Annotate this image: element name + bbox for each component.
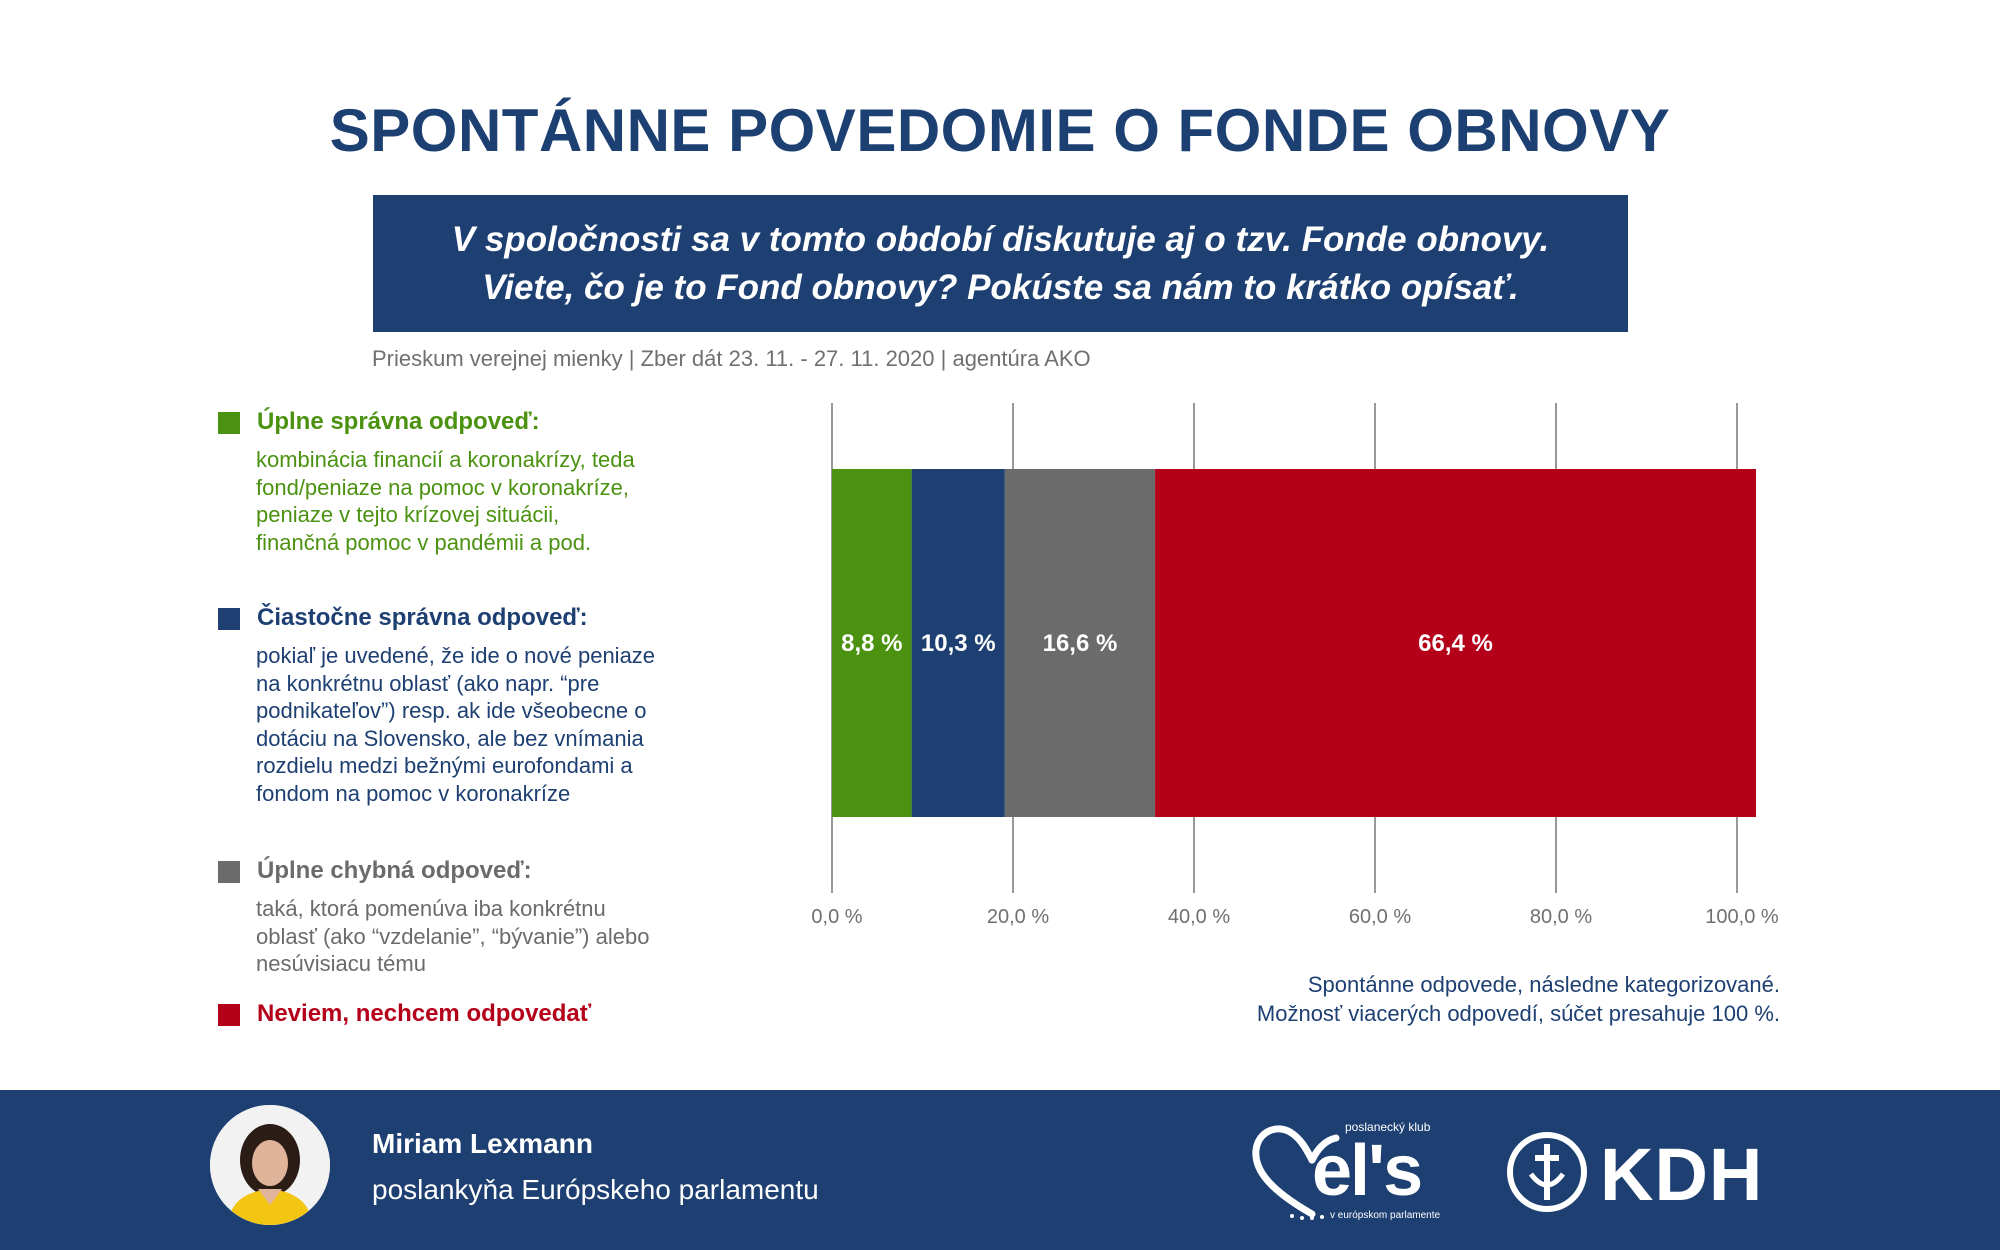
bar-label-1: 10,3 % bbox=[921, 630, 996, 657]
x-tick-label-0: 0,0 % bbox=[811, 906, 862, 928]
note-line-1: Spontánne odpovede, následne kategorizov… bbox=[1307, 972, 1780, 997]
legend-swatch-blue bbox=[218, 608, 240, 630]
legend-title-dontknow: Neviem, nechcem odpovedať bbox=[257, 1000, 592, 1027]
footer-bar: Miriam Lexmann poslankyňa Európskeho par… bbox=[0, 1090, 2000, 1250]
x-tick-label-2: 40,0 % bbox=[1168, 906, 1230, 928]
question-line-2: Viete, čo je to Fond obnovy? Pokúste sa … bbox=[482, 267, 1519, 307]
legend-swatch-gray bbox=[218, 861, 240, 883]
els-parliament-label: v európskom parlamente bbox=[1330, 1210, 1441, 1221]
survey-source: Prieskum verejnej mienky | Zber dát 23. … bbox=[372, 346, 1091, 371]
bar-segment-1 bbox=[911, 469, 1005, 817]
bar-segment-0 bbox=[832, 469, 912, 817]
x-tick-label-3: 60,0 % bbox=[1349, 906, 1411, 928]
person-role: poslankyňa Európskeho parlamentu bbox=[372, 1174, 819, 1205]
els-logo: poslanecký klub el's v európskom parlame… bbox=[1250, 1112, 1450, 1227]
legend-desc-partial: pokiaľ je uvedené, že ide o nové peniaze… bbox=[256, 643, 656, 806]
note-line-2: Možnosť viacerých odpovedí, súčet presah… bbox=[1256, 1001, 1780, 1026]
avatar bbox=[210, 1105, 330, 1225]
question-box: V spoločnosti sa v tomto období diskutuj… bbox=[373, 195, 1628, 332]
bar-label-3: 66,4 % bbox=[1418, 630, 1493, 657]
legend-title-partial: Čiastočne správna odpoveď: bbox=[257, 604, 588, 631]
legend-desc-correct: kombinácia financií a koronakrízy, teda … bbox=[256, 447, 635, 555]
question-line-1: V spoločnosti sa v tomto období diskutuj… bbox=[451, 219, 1550, 259]
heart-icon bbox=[1252, 1125, 1340, 1220]
x-tick-label-4: 80,0 % bbox=[1530, 906, 1592, 928]
stacked-bar-chart: 8,8 % 10,3 % 16,6 % 66,4 % 0,0 % 20,0 % 40,0 %… bbox=[811, 403, 1779, 928]
legend-title-wrong: Úplne chybná odpoveď: bbox=[257, 857, 532, 884]
bar-segment-3 bbox=[1155, 469, 1757, 817]
kdh-logo: KDH bbox=[1505, 1132, 1775, 1216]
bar-segment-2 bbox=[1004, 469, 1156, 817]
legend-title-correct: Úplne správna odpoveď: bbox=[257, 408, 540, 435]
els-club-label: poslanecký klub bbox=[1345, 1120, 1431, 1134]
bar-label-2: 16,6 % bbox=[1043, 630, 1118, 657]
legend-swatch-red bbox=[218, 1004, 240, 1026]
portrait-image bbox=[210, 1105, 330, 1225]
x-tick-label-5: 100,0 % bbox=[1705, 906, 1779, 928]
legend-swatch-green bbox=[218, 412, 240, 434]
legend-desc-wrong: taká, ktorá pomenúva iba konkrétnu oblas… bbox=[256, 896, 650, 976]
x-tick-label-1: 20,0 % bbox=[987, 906, 1049, 928]
person-name: Miriam Lexmann bbox=[372, 1128, 593, 1159]
kdh-wordmark: KDH bbox=[1600, 1133, 1764, 1216]
cross-circle-icon bbox=[1507, 1132, 1587, 1212]
page-title: SPONTÁNNE POVEDOMIE O FONDE OBNOVY bbox=[329, 97, 1671, 164]
bar-label-0: 8,8 % bbox=[841, 630, 902, 657]
chart-note: Spontánne odpovede, následne kategorizov… bbox=[1257, 970, 1780, 1028]
els-wordmark: el's bbox=[1312, 1131, 1423, 1211]
